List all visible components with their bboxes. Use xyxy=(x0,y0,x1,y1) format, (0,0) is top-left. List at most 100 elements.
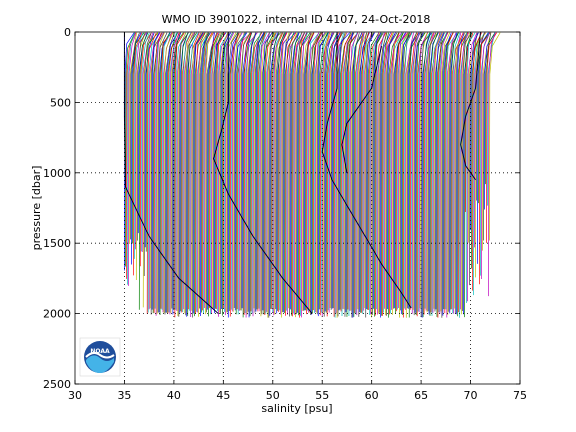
profile-traces xyxy=(124,32,501,318)
salinity-profile-line xyxy=(187,32,197,316)
salinity-profile-line xyxy=(288,32,298,309)
salinity-profile-line xyxy=(464,32,473,318)
salinity-profile-line xyxy=(481,32,490,280)
salinity-profile-line xyxy=(234,32,248,311)
salinity-profile-line xyxy=(327,32,338,311)
x-tick-label: 50 xyxy=(266,389,280,402)
salinity-profile-line xyxy=(324,32,333,312)
salinity-profile-line xyxy=(391,32,402,310)
salinity-profile-line xyxy=(143,32,152,276)
salinity-profile-line xyxy=(340,32,353,312)
salinity-profile-line xyxy=(456,32,465,315)
salinity-profile-line xyxy=(300,32,308,316)
salinity-profile-line xyxy=(301,32,313,318)
salinity-profile-line xyxy=(290,32,300,310)
salinity-profile-line xyxy=(427,32,437,312)
highlighted-profile-line xyxy=(123,32,219,314)
y-tick-label: 2000 xyxy=(43,308,71,321)
salinity-profile-line xyxy=(268,32,281,318)
salinity-profile-line xyxy=(296,32,306,315)
salinity-profile-line xyxy=(172,32,181,315)
salinity-profile-line xyxy=(214,32,227,314)
salinity-profile-line xyxy=(482,32,492,251)
salinity-profile-line xyxy=(299,32,308,318)
salinity-profile-line xyxy=(408,32,421,318)
salinity-profile-line xyxy=(255,32,265,312)
salinity-profile-line xyxy=(311,32,321,314)
salinity-profile-line xyxy=(440,32,451,312)
salinity-profile-line xyxy=(188,32,200,310)
salinity-profile-line xyxy=(273,32,282,316)
noaa-logo-text: NOAA xyxy=(90,348,110,355)
salinity-profile-line xyxy=(354,32,364,314)
salinity-profile-line xyxy=(402,32,412,318)
salinity-profile-line xyxy=(432,32,443,313)
salinity-profile-line xyxy=(304,32,315,311)
salinity-profile-line xyxy=(164,32,175,315)
salinity-profile-line xyxy=(452,32,461,314)
y-axis-title: pressure [dbar] xyxy=(30,166,43,251)
salinity-profile-line xyxy=(314,32,326,313)
salinity-profile-line xyxy=(131,32,142,265)
salinity-profile-line xyxy=(262,32,273,311)
salinity-profile-line xyxy=(185,32,196,316)
salinity-profile-line xyxy=(429,32,438,316)
salinity-profile-line xyxy=(277,32,286,311)
x-tick-label: 40 xyxy=(167,389,181,402)
salinity-profile-line xyxy=(466,32,476,304)
salinity-profile-line xyxy=(353,32,365,317)
salinity-profile-line xyxy=(192,32,203,318)
salinity-profile-line xyxy=(355,32,365,315)
salinity-profile-line xyxy=(488,32,496,297)
salinity-profile-line xyxy=(132,32,143,276)
salinity-profile-line xyxy=(411,32,421,314)
salinity-profile-line xyxy=(225,32,237,313)
salinity-profile-line xyxy=(241,32,253,309)
y-tick-label: 1500 xyxy=(43,237,71,250)
salinity-profile-line xyxy=(310,32,321,315)
salinity-profile-line xyxy=(175,32,187,310)
salinity-profile-line xyxy=(177,32,186,317)
salinity-profile-line xyxy=(138,32,149,310)
salinity-profile-line xyxy=(347,32,359,310)
salinity-profile-line xyxy=(455,32,468,314)
salinity-profile-line xyxy=(189,32,199,311)
salinity-profile-line xyxy=(446,32,457,318)
salinity-profile-line xyxy=(343,32,355,310)
salinity-profile-line xyxy=(221,32,232,310)
salinity-profile-line xyxy=(431,32,442,316)
x-tick-label: 75 xyxy=(513,389,527,402)
salinity-profile-line xyxy=(227,32,240,318)
salinity-profile-line xyxy=(322,32,332,313)
salinity-profile-line xyxy=(442,32,452,316)
salinity-profile-line xyxy=(238,32,252,311)
salinity-profile-line xyxy=(387,32,396,310)
salinity-profile-line xyxy=(224,32,235,316)
salinity-profile-line xyxy=(249,32,263,317)
salinity-profile-line xyxy=(259,32,270,312)
salinity-profile-line xyxy=(133,32,144,259)
salinity-profile-line xyxy=(332,32,343,309)
salinity-profile-line xyxy=(315,32,327,313)
salinity-profile-line xyxy=(217,32,229,312)
noaa-logo: NOAA xyxy=(79,337,121,377)
salinity-profile-line xyxy=(251,32,261,314)
salinity-profile-line xyxy=(264,32,277,316)
x-tick-label: 35 xyxy=(117,389,131,402)
salinity-profile-line xyxy=(462,32,473,312)
salinity-profile-line xyxy=(377,32,385,315)
salinity-profile-line xyxy=(479,32,491,285)
salinity-profile-line xyxy=(145,32,159,252)
salinity-profile-line xyxy=(307,32,320,311)
salinity-profile-line xyxy=(366,32,375,310)
highlighted-profile-line xyxy=(321,32,412,309)
salinity-profile-line xyxy=(151,32,160,310)
salinity-profile-line xyxy=(219,32,228,313)
salinity-profile-line xyxy=(163,32,174,314)
salinity-profile-line xyxy=(146,32,157,314)
grid xyxy=(75,32,520,384)
highlighted-profile-line xyxy=(341,45,383,173)
salinity-profile-line xyxy=(281,32,290,318)
salinity-profile-line xyxy=(184,32,194,314)
salinity-profile-line xyxy=(136,32,146,241)
